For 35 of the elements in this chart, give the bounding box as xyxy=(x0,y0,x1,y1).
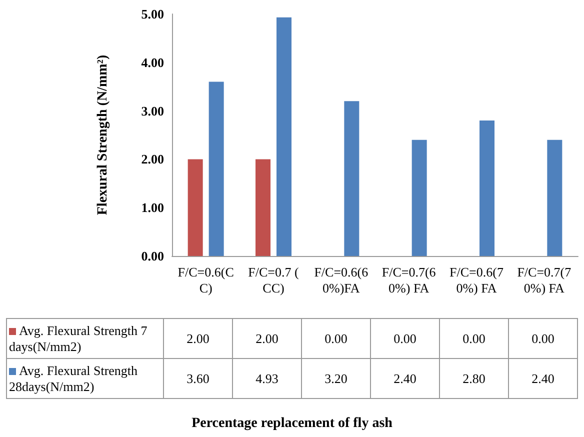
legend-label: Avg. Flexural Strength 28days(N/mm2) xyxy=(6,358,164,398)
x-tick-label: F/C=0.7(60%) FA xyxy=(382,264,436,296)
bar xyxy=(344,101,360,256)
y-tick-label: 1.00 xyxy=(141,200,164,216)
data-label: 0.00 xyxy=(302,318,370,358)
y-tick-label: 0.00 xyxy=(141,248,164,264)
bar xyxy=(188,159,203,256)
data-label: 0.00 xyxy=(440,318,508,358)
data-label: 3.20 xyxy=(302,358,370,398)
x-tick-label: F/C=0.7(70%) FA xyxy=(517,264,572,296)
x-tick-label: F/C=0.6(70%) FA xyxy=(450,264,504,296)
data-label: 0.00 xyxy=(508,318,578,358)
data-label: 2.40 xyxy=(370,358,440,398)
x-tick-label: F/C=0.6(60%)FA xyxy=(314,264,369,296)
y-tick-label: 5.00 xyxy=(141,6,164,22)
legend-label: Avg. Flexural Strength 7 days(N/mm2) xyxy=(6,318,164,358)
bar xyxy=(480,120,494,256)
data-label: 0.00 xyxy=(370,318,440,358)
y-axis-title: Flexural Strength (N/mm²) xyxy=(96,54,110,216)
text: Percentage replacement of fly ash xyxy=(190,416,394,432)
y-tick-label: 4.00 xyxy=(141,54,164,70)
bar xyxy=(276,17,292,256)
data-label: 4.93 xyxy=(232,358,302,398)
y-tick-label: 3.00 xyxy=(141,103,164,118)
data-label: 2.40 xyxy=(508,358,578,398)
bar xyxy=(256,159,270,256)
y-tick-label: 2.00 xyxy=(141,152,164,167)
data-label: 2.80 xyxy=(440,358,508,398)
bar xyxy=(208,82,224,256)
bar xyxy=(412,140,427,256)
data-label: 2.00 xyxy=(232,318,302,358)
x-tick-label: F/C=0.7 (CC) xyxy=(248,264,299,296)
bar xyxy=(547,140,562,256)
data-label: 3.60 xyxy=(164,358,232,398)
x-tick-label: F/C=0.6(CC) xyxy=(178,264,234,296)
